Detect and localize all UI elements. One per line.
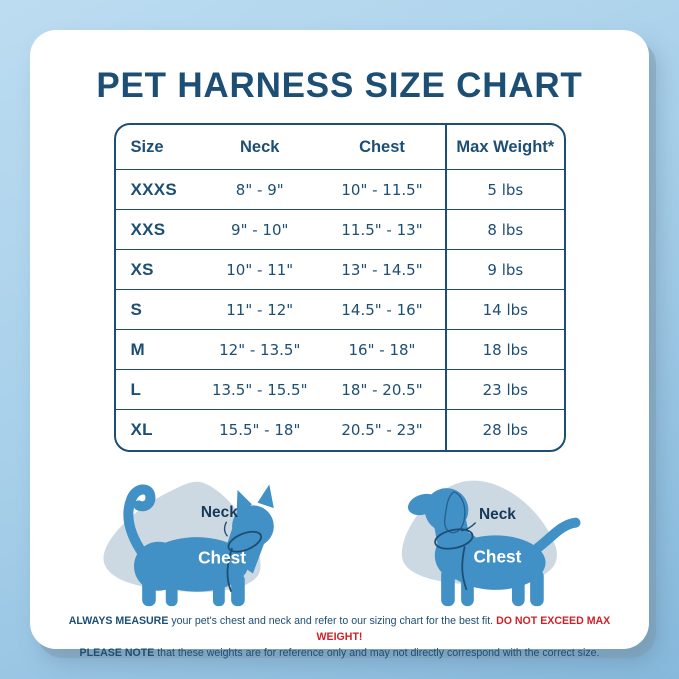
table-row: M 12" - 13.5" 16" - 18" 18 lbs	[115, 330, 564, 370]
footnote-warning: DO NOT EXCEED MAX WEIGHT!	[316, 615, 611, 643]
footnote-measure-bold: ALWAYS MEASURE	[68, 615, 169, 627]
dog-silhouette	[407, 488, 581, 607]
dog-diagram: Neck Chest	[353, 470, 611, 608]
cell-size: M	[115, 330, 201, 370]
footnote-note-text: that these weights are for reference onl…	[154, 646, 600, 659]
footnote-note-bold: PLEASE NOTE	[79, 646, 155, 659]
cell-neck: 9" - 10"	[200, 210, 319, 250]
cell-neck: 12" - 13.5"	[200, 330, 319, 370]
header-size: Size	[115, 125, 201, 170]
cell-size: L	[115, 370, 201, 410]
table-row: XXS 9" - 10" 11.5" - 13" 8 lbs	[115, 210, 564, 250]
table-row: S 11" - 12" 14.5" - 16" 14 lbs	[115, 290, 564, 330]
cell-size: XL	[130, 420, 153, 439]
cell-chest: 10" - 11.5"	[318, 170, 446, 210]
size-table: Size Neck Chest Max Weight* XXXS 8" - 9"…	[113, 123, 566, 452]
cell-neck: 8" - 9"	[200, 170, 319, 210]
size-chart-card: PET HARNESS SIZE CHART Size Neck Chest M…	[30, 30, 649, 659]
cell-max-weight: 9 lbs	[445, 250, 564, 290]
cell-chest: 14.5" - 16"	[318, 290, 446, 330]
header-chest: Chest	[318, 125, 446, 170]
cat-chest-label: Chest	[198, 548, 246, 568]
table-row: XL 15.5" - 18" 20.5" - 23" 28 lbs	[116, 410, 564, 450]
cell-neck: 10" - 11"	[200, 250, 319, 290]
cell-size: XXS	[115, 210, 201, 250]
cell-chest: 13" - 14.5"	[318, 250, 446, 290]
dog-harness-lines	[434, 522, 477, 591]
cell-neck: 11" - 12"	[200, 290, 319, 330]
cell-max-weight: 8 lbs	[445, 210, 564, 250]
table-header-row: Size Neck Chest Max Weight*	[115, 125, 564, 170]
dog-neck-label: Neck	[479, 506, 516, 523]
cell-max-weight: 18 lbs	[445, 330, 564, 370]
footnote-measure-text: your pet's chest and neck and refer to o…	[168, 615, 497, 627]
cell-neck: 13.5" - 15.5"	[200, 370, 319, 410]
header-max-weight: Max Weight*	[445, 125, 564, 170]
cell-size: S	[115, 290, 201, 330]
cat-harness-lines	[223, 521, 262, 592]
cell-chest: 11.5" - 13"	[318, 210, 446, 250]
cell-neck: 15.5" - 18"	[219, 421, 301, 439]
cell-size: XS	[115, 250, 201, 290]
cat-silhouette	[123, 484, 274, 607]
cat-diagram: Neck Chest	[74, 470, 332, 608]
cell-chest: 18" - 20.5"	[318, 370, 446, 410]
cell-chest: 20.5" - 23"	[341, 421, 423, 439]
cell-max-weight: 28 lbs	[445, 410, 563, 450]
table-row: XS 10" - 11" 13" - 14.5" 9 lbs	[115, 250, 564, 290]
dog-chest-label: Chest	[473, 547, 521, 567]
measurement-diagrams: Neck Chest	[30, 470, 649, 608]
cell-max-weight: 23 lbs	[445, 370, 564, 410]
table-row: XXXS 8" - 9" 10" - 11.5" 5 lbs	[115, 170, 564, 210]
cell-chest: 16" - 18"	[318, 330, 446, 370]
cat-illustration: Neck Chest	[103, 481, 274, 607]
cell-max-weight: 5 lbs	[445, 170, 564, 210]
header-neck: Neck	[200, 125, 319, 170]
page-title: PET HARNESS SIZE CHART	[96, 66, 583, 105]
cell-max-weight: 14 lbs	[445, 290, 564, 330]
table-row: L 13.5" - 15.5" 18" - 20.5" 23 lbs	[115, 370, 564, 410]
footnote: ALWAYS MEASURE your pet's chest and neck…	[52, 614, 627, 662]
cell-size: XXXS	[115, 170, 201, 210]
dog-illustration: Neck Chest	[401, 480, 581, 607]
cat-neck-label: Neck	[201, 504, 238, 521]
